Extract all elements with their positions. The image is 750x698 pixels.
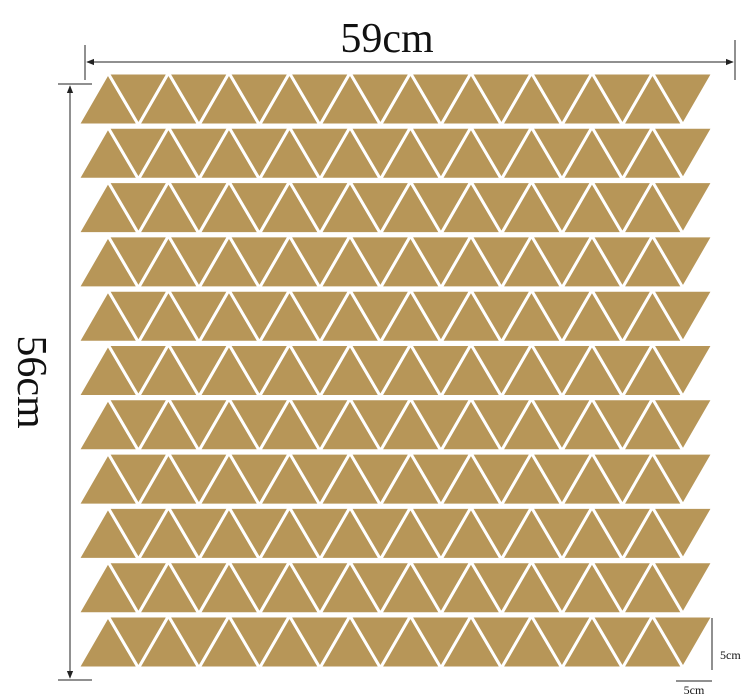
- triangle-decal: [651, 614, 715, 670]
- triangle-decal: [651, 451, 715, 507]
- triangles: [76, 71, 715, 670]
- piece-height-label: 5cm: [720, 648, 741, 662]
- triangle-decal: [651, 180, 715, 236]
- width-label: 59cm: [340, 16, 434, 62]
- triangle-decal: [651, 125, 715, 181]
- triangle-decal: [651, 505, 715, 561]
- piece-width-label: 5cm: [684, 683, 705, 697]
- height-label: 56cm: [8, 335, 54, 429]
- triangle-decal: [651, 288, 715, 344]
- triangle-decal: [651, 560, 715, 616]
- triangle-decal: [651, 343, 715, 398]
- triangle-decal: [651, 397, 715, 453]
- triangle-decal: [651, 71, 715, 127]
- triangle-decal: [651, 234, 715, 290]
